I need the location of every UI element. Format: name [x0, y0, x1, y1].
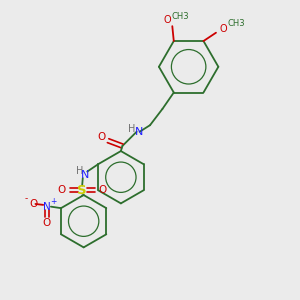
- Text: N: N: [43, 202, 51, 212]
- Text: O: O: [43, 218, 51, 228]
- Text: N: N: [135, 127, 143, 137]
- Text: S: S: [77, 184, 87, 196]
- Text: O: O: [219, 24, 226, 34]
- Text: CH3: CH3: [227, 19, 245, 28]
- Text: O: O: [98, 132, 106, 142]
- Text: O: O: [29, 199, 37, 209]
- Text: O: O: [164, 15, 171, 25]
- Text: +: +: [50, 197, 56, 206]
- Text: -: -: [25, 194, 28, 203]
- Text: O: O: [57, 185, 65, 195]
- Text: H: H: [76, 166, 83, 176]
- Text: CH3: CH3: [172, 12, 189, 21]
- Text: H: H: [128, 124, 135, 134]
- Text: N: N: [81, 169, 89, 180]
- Text: O: O: [99, 185, 107, 195]
